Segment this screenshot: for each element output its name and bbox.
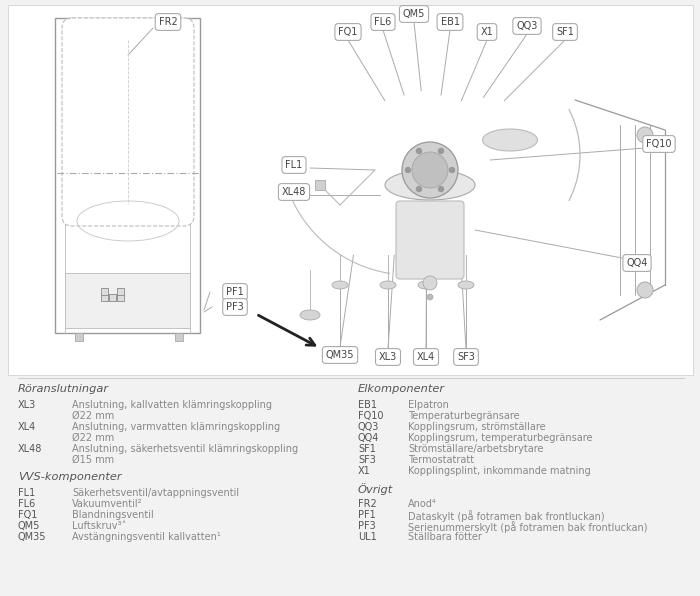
Text: Anslutning, säkerhetsventil klämringskoppling: Anslutning, säkerhetsventil klämringskop… xyxy=(72,444,298,454)
Bar xyxy=(109,294,116,301)
Text: XL4: XL4 xyxy=(18,422,36,432)
Text: Kopplingsplint, inkommande matning: Kopplingsplint, inkommande matning xyxy=(408,466,591,476)
Text: XL48: XL48 xyxy=(282,187,306,197)
Text: SF1: SF1 xyxy=(358,444,376,454)
Text: Ø15 mm: Ø15 mm xyxy=(72,455,114,465)
Text: QM35: QM35 xyxy=(326,350,354,360)
Text: Strömställare/arbetsbrytare: Strömställare/arbetsbrytare xyxy=(408,444,543,454)
Text: FR2: FR2 xyxy=(358,499,377,509)
Text: SF3: SF3 xyxy=(457,352,475,362)
Circle shape xyxy=(449,167,454,172)
Text: QM35: QM35 xyxy=(18,532,46,542)
Text: QM5: QM5 xyxy=(402,9,425,19)
Text: Anslutning, kallvatten klämringskoppling: Anslutning, kallvatten klämringskoppling xyxy=(72,400,272,410)
Text: X1: X1 xyxy=(358,466,371,476)
Circle shape xyxy=(637,127,653,143)
Text: FL1: FL1 xyxy=(286,160,302,170)
Bar xyxy=(75,333,83,341)
Ellipse shape xyxy=(380,281,396,289)
Text: XL48: XL48 xyxy=(18,444,43,454)
Text: FL6: FL6 xyxy=(374,17,391,27)
Text: SF1: SF1 xyxy=(556,27,574,37)
Bar xyxy=(8,5,693,375)
Text: Avstängningsventil kallvatten¹: Avstängningsventil kallvatten¹ xyxy=(72,532,220,542)
Bar xyxy=(315,180,325,190)
Text: QM5: QM5 xyxy=(18,521,41,531)
Text: Kopplingsrum, temperaturbegränsare: Kopplingsrum, temperaturbegränsare xyxy=(408,433,592,443)
Text: Elpatron: Elpatron xyxy=(408,400,449,410)
Ellipse shape xyxy=(418,281,434,289)
Text: Övrigt: Övrigt xyxy=(358,483,393,495)
Circle shape xyxy=(438,148,444,153)
Text: PF3: PF3 xyxy=(226,302,244,312)
Circle shape xyxy=(637,282,653,298)
FancyBboxPatch shape xyxy=(396,201,464,279)
Text: Ø22 mm: Ø22 mm xyxy=(72,433,114,443)
Text: X1: X1 xyxy=(481,27,493,37)
Bar xyxy=(101,288,108,295)
Ellipse shape xyxy=(300,310,320,320)
Bar xyxy=(55,18,200,333)
Text: FL1: FL1 xyxy=(18,488,35,498)
Text: UL1: UL1 xyxy=(358,532,377,542)
Circle shape xyxy=(402,142,458,198)
Text: FR2: FR2 xyxy=(159,17,177,27)
Text: Luftskruv³˄: Luftskruv³˄ xyxy=(72,521,127,531)
Circle shape xyxy=(427,294,433,300)
Text: VVS-komponenter: VVS-komponenter xyxy=(18,472,122,482)
Circle shape xyxy=(412,152,448,188)
Text: QQ3: QQ3 xyxy=(358,422,379,432)
Text: Anslutning, varmvatten klämringskoppling: Anslutning, varmvatten klämringskoppling xyxy=(72,422,280,432)
Text: XL3: XL3 xyxy=(18,400,36,410)
FancyBboxPatch shape xyxy=(62,18,194,226)
Text: PF3: PF3 xyxy=(358,521,376,531)
Circle shape xyxy=(405,167,410,172)
Text: EB1: EB1 xyxy=(358,400,377,410)
Circle shape xyxy=(416,148,421,153)
Text: QQ4: QQ4 xyxy=(358,433,379,443)
Text: Temperaturbegränsare: Temperaturbegränsare xyxy=(408,411,519,421)
Text: Kopplingsrum, strömställare: Kopplingsrum, strömställare xyxy=(408,422,545,432)
Text: Serienummerskylt (på fotramen bak frontluckan): Serienummerskylt (på fotramen bak frontl… xyxy=(408,521,648,533)
Bar xyxy=(117,294,124,301)
Text: XL3: XL3 xyxy=(379,352,397,362)
Bar xyxy=(101,294,108,301)
Text: Elkomponenter: Elkomponenter xyxy=(358,384,445,394)
Text: SF3: SF3 xyxy=(358,455,376,465)
Text: QQ3: QQ3 xyxy=(517,21,538,31)
Circle shape xyxy=(438,187,444,191)
Bar xyxy=(175,333,183,341)
Circle shape xyxy=(423,276,437,290)
Text: Termostatratt: Termostatratt xyxy=(408,455,474,465)
Text: Röranslutningar: Röranslutningar xyxy=(18,384,109,394)
Text: XL4: XL4 xyxy=(417,352,435,362)
Text: Ø22 mm: Ø22 mm xyxy=(72,411,114,421)
Circle shape xyxy=(416,187,421,191)
Ellipse shape xyxy=(385,170,475,200)
Text: PF1: PF1 xyxy=(358,510,376,520)
Text: FQ1: FQ1 xyxy=(338,27,358,37)
Text: FQ1: FQ1 xyxy=(18,510,37,520)
Text: EB1: EB1 xyxy=(440,17,459,27)
Text: FQ10: FQ10 xyxy=(646,139,672,149)
Text: QQ4: QQ4 xyxy=(626,258,648,268)
Text: Blandningsventil: Blandningsventil xyxy=(72,510,154,520)
Text: Vakuumventil²: Vakuumventil² xyxy=(72,499,143,509)
Bar xyxy=(65,273,190,328)
Ellipse shape xyxy=(458,281,474,289)
Text: Dataskylt (på fotramen bak frontluckan): Dataskylt (på fotramen bak frontluckan) xyxy=(408,510,605,522)
Ellipse shape xyxy=(482,129,538,151)
Text: Säkerhetsventil/avtappningsventil: Säkerhetsventil/avtappningsventil xyxy=(72,488,239,498)
Text: Ställbara fötter: Ställbara fötter xyxy=(408,532,482,542)
Text: Anod⁴: Anod⁴ xyxy=(408,499,437,509)
Bar xyxy=(117,288,124,295)
Text: PF1: PF1 xyxy=(226,287,244,297)
Text: FQ10: FQ10 xyxy=(358,411,384,421)
Text: FL6: FL6 xyxy=(18,499,35,509)
Ellipse shape xyxy=(332,281,348,289)
